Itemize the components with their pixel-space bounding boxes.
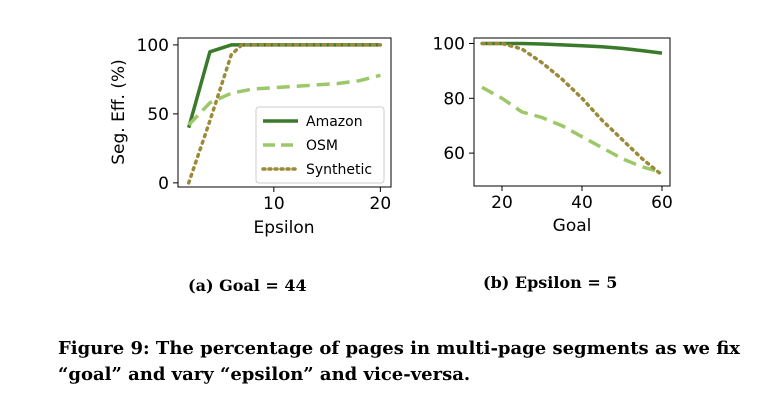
chart-a-ylabel: Seg. Eff. (%): [109, 59, 129, 165]
subcaption-b: (b) Epsilon = 5: [483, 273, 618, 292]
chart-b-xlabel: Goal: [553, 216, 592, 236]
chart-a-series-synthetic: [186, 43, 383, 185]
chart-b-xtick-label: 60: [651, 193, 673, 213]
chart-b-ytick-label: 80: [443, 89, 465, 109]
chart-a-ticks: 10 20 0 50 100: [137, 36, 392, 214]
chart-b-ytick-label: 100: [433, 34, 465, 54]
chart-b-xtick-label: 20: [491, 193, 513, 213]
chart-a-legend: Amazon OSM Synthetic: [255, 106, 385, 184]
chart-a-xtick-label: 10: [263, 194, 285, 214]
chart-b-frame: [473, 37, 671, 187]
chart-a-xtick-label: 20: [370, 194, 392, 214]
chart-b-series-synthetic: [480, 41, 664, 177]
chart-b-series-osm: [481, 85, 663, 174]
legend-label-osm: OSM: [306, 138, 338, 154]
chart-a-series: [186, 43, 383, 185]
chart-b-series-amazon: [482, 41, 663, 55]
chart-b-ticks: 20 40 60 60 80 100: [433, 34, 673, 213]
chart-a-frame: [177, 37, 392, 188]
chart-b-ytick-label: 60: [443, 144, 465, 164]
figure-caption: Figure 9: The percentage of pages in mul…: [58, 338, 741, 385]
chart-b: 20 40 60 60 80 100 Goal: [433, 34, 673, 236]
chart-a-ytick-label: 100: [137, 36, 169, 56]
chart-b-series: [480, 41, 664, 177]
legend-box: [255, 106, 385, 184]
subcaption-a: (a) Goal = 44: [188, 276, 307, 295]
chart-a-xlabel: Epsilon: [253, 218, 314, 238]
chart-a-ytick-label: 50: [147, 105, 169, 125]
chart-a-ytick-label: 0: [158, 174, 169, 194]
chart-b-xtick-label: 40: [571, 193, 593, 213]
chart-a: 10 20 0 50 100 Epsilon Seg. Eff. (%) Amazon …: [109, 36, 392, 238]
legend-label-synthetic: Synthetic: [306, 162, 372, 178]
figure-charts: 10 20 0 50 100 Epsilon Seg. Eff. (%) Amazon …: [109, 34, 673, 238]
legend-label-amazon: Amazon: [306, 114, 363, 130]
chart-a-series-osm: [187, 73, 381, 127]
